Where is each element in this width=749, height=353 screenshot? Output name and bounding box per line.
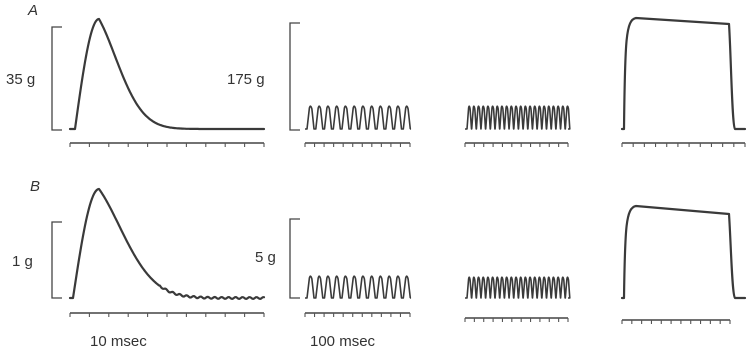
panel-a: A 35 g 175 g xyxy=(6,2,747,147)
twitch-trace-b xyxy=(68,187,266,300)
scale-bar-b-short xyxy=(51,221,62,299)
time-marker-a-unfused xyxy=(304,142,411,147)
time-marker-b-unfused xyxy=(304,312,411,317)
time-marker-b-fused xyxy=(621,319,731,324)
partial-tetanus-trace-a xyxy=(465,105,571,130)
scale-label-a-short: 35 g xyxy=(6,71,35,88)
unfused-tetanus-trace-a xyxy=(305,105,412,130)
panel-label-a: A xyxy=(27,2,38,19)
panel-label-b: B xyxy=(30,178,40,195)
time-marker-b-twitch xyxy=(69,312,265,317)
twitch-trace-a xyxy=(68,17,266,131)
fused-tetanus-trace-a xyxy=(620,16,747,131)
time-marker-b-partial xyxy=(464,317,569,322)
scale-bar-b-long xyxy=(289,218,300,299)
time-marker-a-partial xyxy=(464,142,569,147)
scale-bar-a-short xyxy=(51,26,62,131)
panel-b: B 1 g 5 g xyxy=(12,178,747,324)
scale-label-b-long: 5 g xyxy=(255,249,276,266)
time-scale-label-short: 10 msec xyxy=(90,333,147,350)
time-marker-a-fused xyxy=(621,142,746,147)
fused-tetanus-trace-b xyxy=(620,204,747,300)
scale-label-b-short: 1 g xyxy=(12,253,33,270)
partial-tetanus-trace-b xyxy=(465,276,571,299)
scale-label-a-long: 175 g xyxy=(227,71,265,88)
time-marker-a-twitch xyxy=(69,142,265,147)
unfused-tetanus-trace-b xyxy=(305,275,412,299)
time-scale-label-long: 100 msec xyxy=(310,333,376,350)
scale-bar-a-long xyxy=(289,22,300,131)
